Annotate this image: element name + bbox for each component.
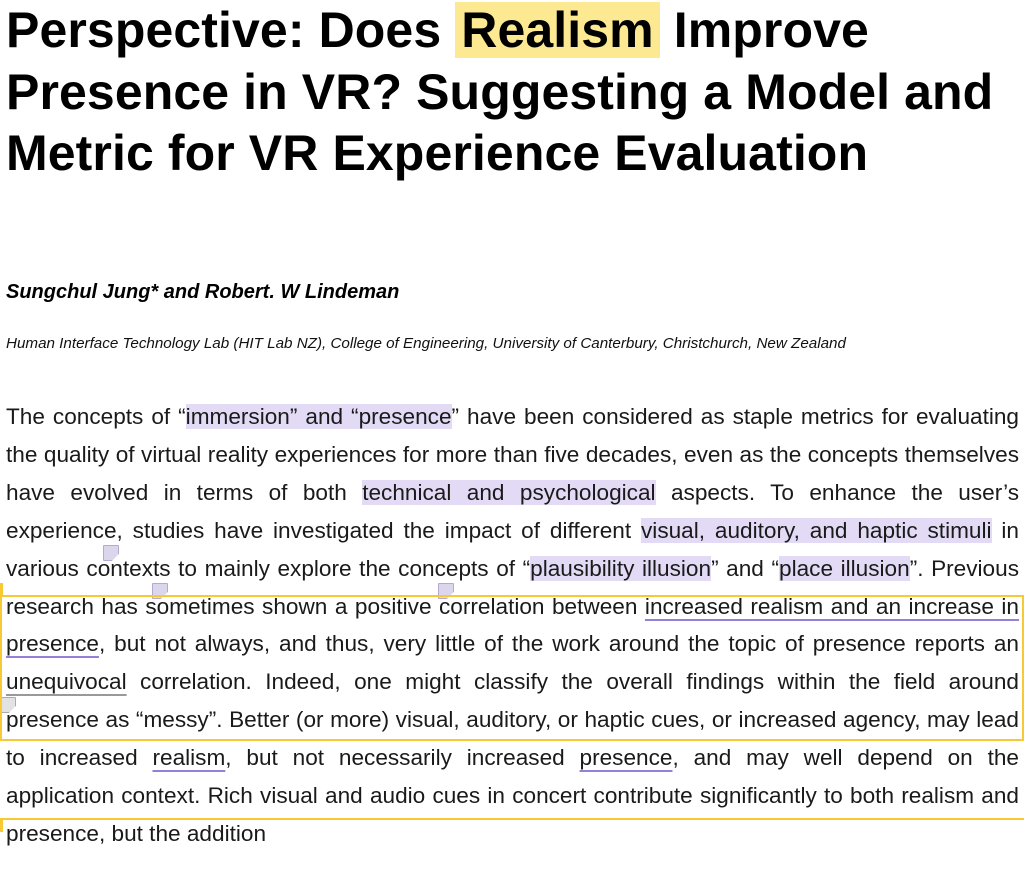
paper-title: Perspective: Does Realism Improve Presen… bbox=[6, 0, 1021, 185]
abstract-text: , and may well depend on the application… bbox=[6, 745, 1019, 846]
affiliation-line: Human Interface Technology Lab (HIT Lab … bbox=[6, 335, 846, 352]
abstract-text: in various contexts to mainly explore th… bbox=[6, 517, 1019, 581]
abstract-text: The concepts of “ bbox=[6, 404, 186, 429]
highlight-immersion-presence[interactable]: immersion” and “presence bbox=[185, 404, 452, 429]
selection-frame-handle[interactable] bbox=[0, 818, 3, 832]
underline-unequivocal[interactable]: unequivocal bbox=[6, 669, 127, 695]
highlight-plausibility-illusion[interactable]: plausibility illusion bbox=[530, 555, 712, 581]
abstract-text: aspects. To enhance the user’s experienc… bbox=[6, 479, 1019, 543]
title-highlighted-word[interactable]: Realism bbox=[455, 2, 660, 58]
title-text-start: Perspective: Does bbox=[6, 2, 456, 58]
abstract-text: , but not always, and thus, very little … bbox=[98, 631, 1019, 657]
underline-presence[interactable]: presence bbox=[579, 745, 673, 771]
author-list: Sungchul Jung* and Robert. W Lindeman bbox=[6, 281, 400, 303]
highlight-stimuli[interactable]: visual, auditory, and haptic stimuli bbox=[641, 517, 992, 543]
abstract-text: ” have been considered as staple metrics… bbox=[6, 404, 1020, 505]
selection-frame-handle[interactable] bbox=[0, 583, 3, 597]
abstract-paragraph: The concepts of “immersion” and “presenc… bbox=[6, 398, 1019, 853]
comment-note-icon[interactable] bbox=[103, 545, 119, 561]
abstract-text: ”. Previous research has sometimes shown… bbox=[6, 555, 1019, 619]
underline-realism-presence[interactable]: increased realism and an increase in pre… bbox=[6, 593, 1019, 657]
abstract-text: ” and “ bbox=[711, 555, 779, 581]
abstract-text: , but not necessarily increased bbox=[225, 745, 580, 771]
highlight-technical-psychological[interactable]: technical and psychological bbox=[362, 479, 656, 505]
abstract-text: correlation. Indeed, one might classify … bbox=[6, 669, 1019, 771]
highlight-place-illusion[interactable]: place illusion bbox=[779, 555, 910, 581]
underline-realism[interactable]: realism bbox=[152, 745, 226, 771]
title-text-end: Improve Presence in VR? Suggesting a Mod… bbox=[6, 2, 994, 181]
